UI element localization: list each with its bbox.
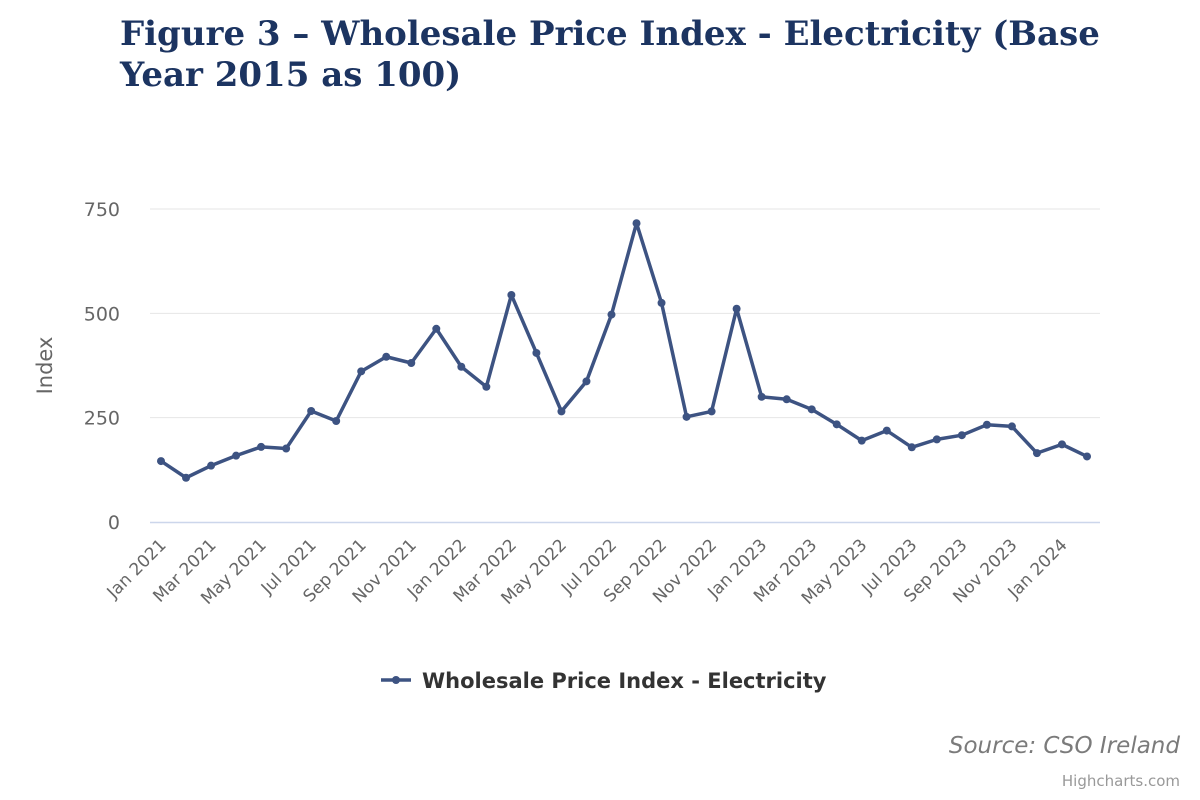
data-point[interactable] — [407, 358, 416, 367]
data-point[interactable] — [957, 431, 966, 440]
data-point[interactable] — [357, 367, 366, 376]
data-point[interactable] — [582, 377, 591, 386]
y-axis-labels: 0 250 500 750 — [84, 199, 120, 534]
data-point[interactable] — [632, 219, 641, 228]
data-point[interactable] — [432, 324, 441, 333]
data-point[interactable] — [1083, 452, 1091, 461]
data-point[interactable] — [832, 420, 841, 429]
data-point[interactable] — [457, 362, 466, 371]
data-point[interactable] — [657, 298, 666, 307]
chart-title: Figure 3 – Wholesale Price Index - Elect… — [120, 14, 1100, 95]
data-point[interactable] — [257, 442, 266, 451]
data-point[interactable] — [532, 348, 541, 357]
data-point[interactable] — [207, 461, 216, 470]
legend-item-label[interactable]: Wholesale Price Index - Electricity — [422, 669, 827, 693]
y-tick-label: 750 — [84, 199, 120, 221]
data-point[interactable] — [182, 473, 191, 482]
data-point[interactable] — [757, 392, 766, 401]
series-line[interactable] — [159, 221, 1089, 480]
data-point[interactable] — [907, 443, 916, 452]
y-tick-label: 500 — [84, 303, 120, 325]
data-point[interactable] — [707, 407, 716, 416]
data-point[interactable] — [1057, 440, 1066, 449]
legend-symbol-marker — [392, 676, 400, 684]
data-point[interactable] — [232, 451, 241, 460]
source-note: Source: CSO Ireland — [948, 733, 1180, 759]
data-point[interactable] — [157, 457, 165, 466]
data-point[interactable] — [1032, 449, 1041, 458]
data-point[interactable] — [732, 304, 741, 313]
series-group[interactable] — [157, 219, 1091, 482]
y-tick-label: 250 — [84, 408, 120, 430]
data-point[interactable] — [332, 417, 341, 426]
data-point[interactable] — [607, 310, 616, 319]
data-point[interactable] — [982, 420, 991, 429]
grid-lines — [150, 208, 1100, 419]
highcharts-credits[interactable]: Highcharts.com — [1061, 772, 1180, 790]
y-tick-label: 0 — [108, 512, 120, 534]
data-point[interactable] — [1007, 422, 1016, 431]
data-point[interactable] — [932, 435, 941, 444]
data-point[interactable] — [782, 395, 791, 404]
data-point[interactable] — [807, 405, 816, 414]
data-point[interactable] — [682, 412, 691, 421]
legend[interactable]: Wholesale Price Index - Electricity — [381, 669, 827, 693]
data-point[interactable] — [382, 352, 391, 361]
data-point[interactable] — [482, 382, 491, 391]
data-point[interactable] — [882, 426, 891, 435]
y-axis-title: Index — [33, 337, 57, 395]
data-point[interactable] — [857, 436, 866, 445]
data-point[interactable] — [557, 407, 566, 416]
data-point[interactable] — [282, 444, 291, 453]
data-point[interactable] — [307, 406, 316, 415]
data-point[interactable] — [507, 290, 516, 299]
